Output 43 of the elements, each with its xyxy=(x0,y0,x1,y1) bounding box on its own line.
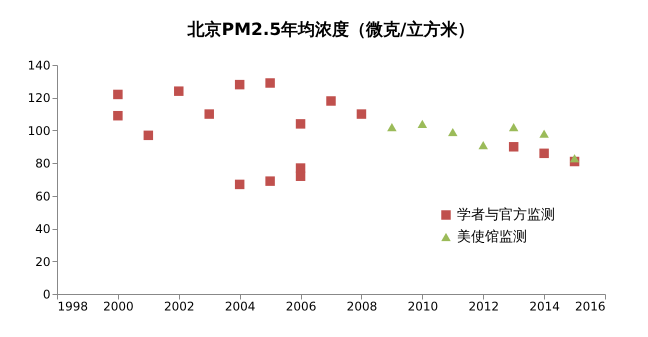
point xyxy=(448,128,458,136)
point xyxy=(539,130,549,138)
point xyxy=(144,130,154,140)
point xyxy=(296,119,306,129)
legend-label: 美使馆监测 xyxy=(457,229,527,245)
point xyxy=(356,109,366,119)
x-tick-label: 2000 xyxy=(103,300,134,314)
y-tick-label: 140 xyxy=(28,58,50,72)
y-tick-label: 20 xyxy=(35,254,50,269)
point xyxy=(570,154,580,162)
y-tick-label: 60 xyxy=(35,189,50,204)
point xyxy=(418,120,428,128)
point xyxy=(326,96,336,106)
x-tick-label: 2014 xyxy=(529,300,560,314)
point xyxy=(265,78,275,88)
x-tick-label: 2012 xyxy=(468,300,499,314)
point xyxy=(204,109,214,119)
point xyxy=(234,80,244,90)
x-tick-label: 2002 xyxy=(164,300,195,314)
y-tick-label: 80 xyxy=(35,156,50,171)
point xyxy=(478,141,488,150)
point xyxy=(234,180,244,190)
point xyxy=(296,171,306,181)
point xyxy=(387,123,397,132)
y-tick-label: 120 xyxy=(28,91,50,106)
x-tick-label: 2010 xyxy=(408,300,438,314)
point xyxy=(113,90,123,100)
x-tick-label: 2006 xyxy=(286,300,316,314)
x-tick-label: 2004 xyxy=(224,300,256,314)
y-tick-label: 0 xyxy=(42,288,50,302)
y-tick-label: 100 xyxy=(28,124,50,138)
x-tick-label: 2008 xyxy=(346,300,378,314)
y-tick-label: 40 xyxy=(35,222,50,236)
point xyxy=(174,86,184,96)
x-tick-label: 1998 xyxy=(58,300,88,314)
point xyxy=(265,176,275,186)
point xyxy=(508,123,518,132)
x-tick-label: 2016 xyxy=(574,300,606,314)
legend-label: 学者与官方监测 xyxy=(457,207,555,223)
point xyxy=(539,148,549,158)
chart-title: 北京PM2.5年均浓度（微克/立方米） xyxy=(186,20,474,40)
point xyxy=(113,110,123,120)
point xyxy=(508,142,518,152)
